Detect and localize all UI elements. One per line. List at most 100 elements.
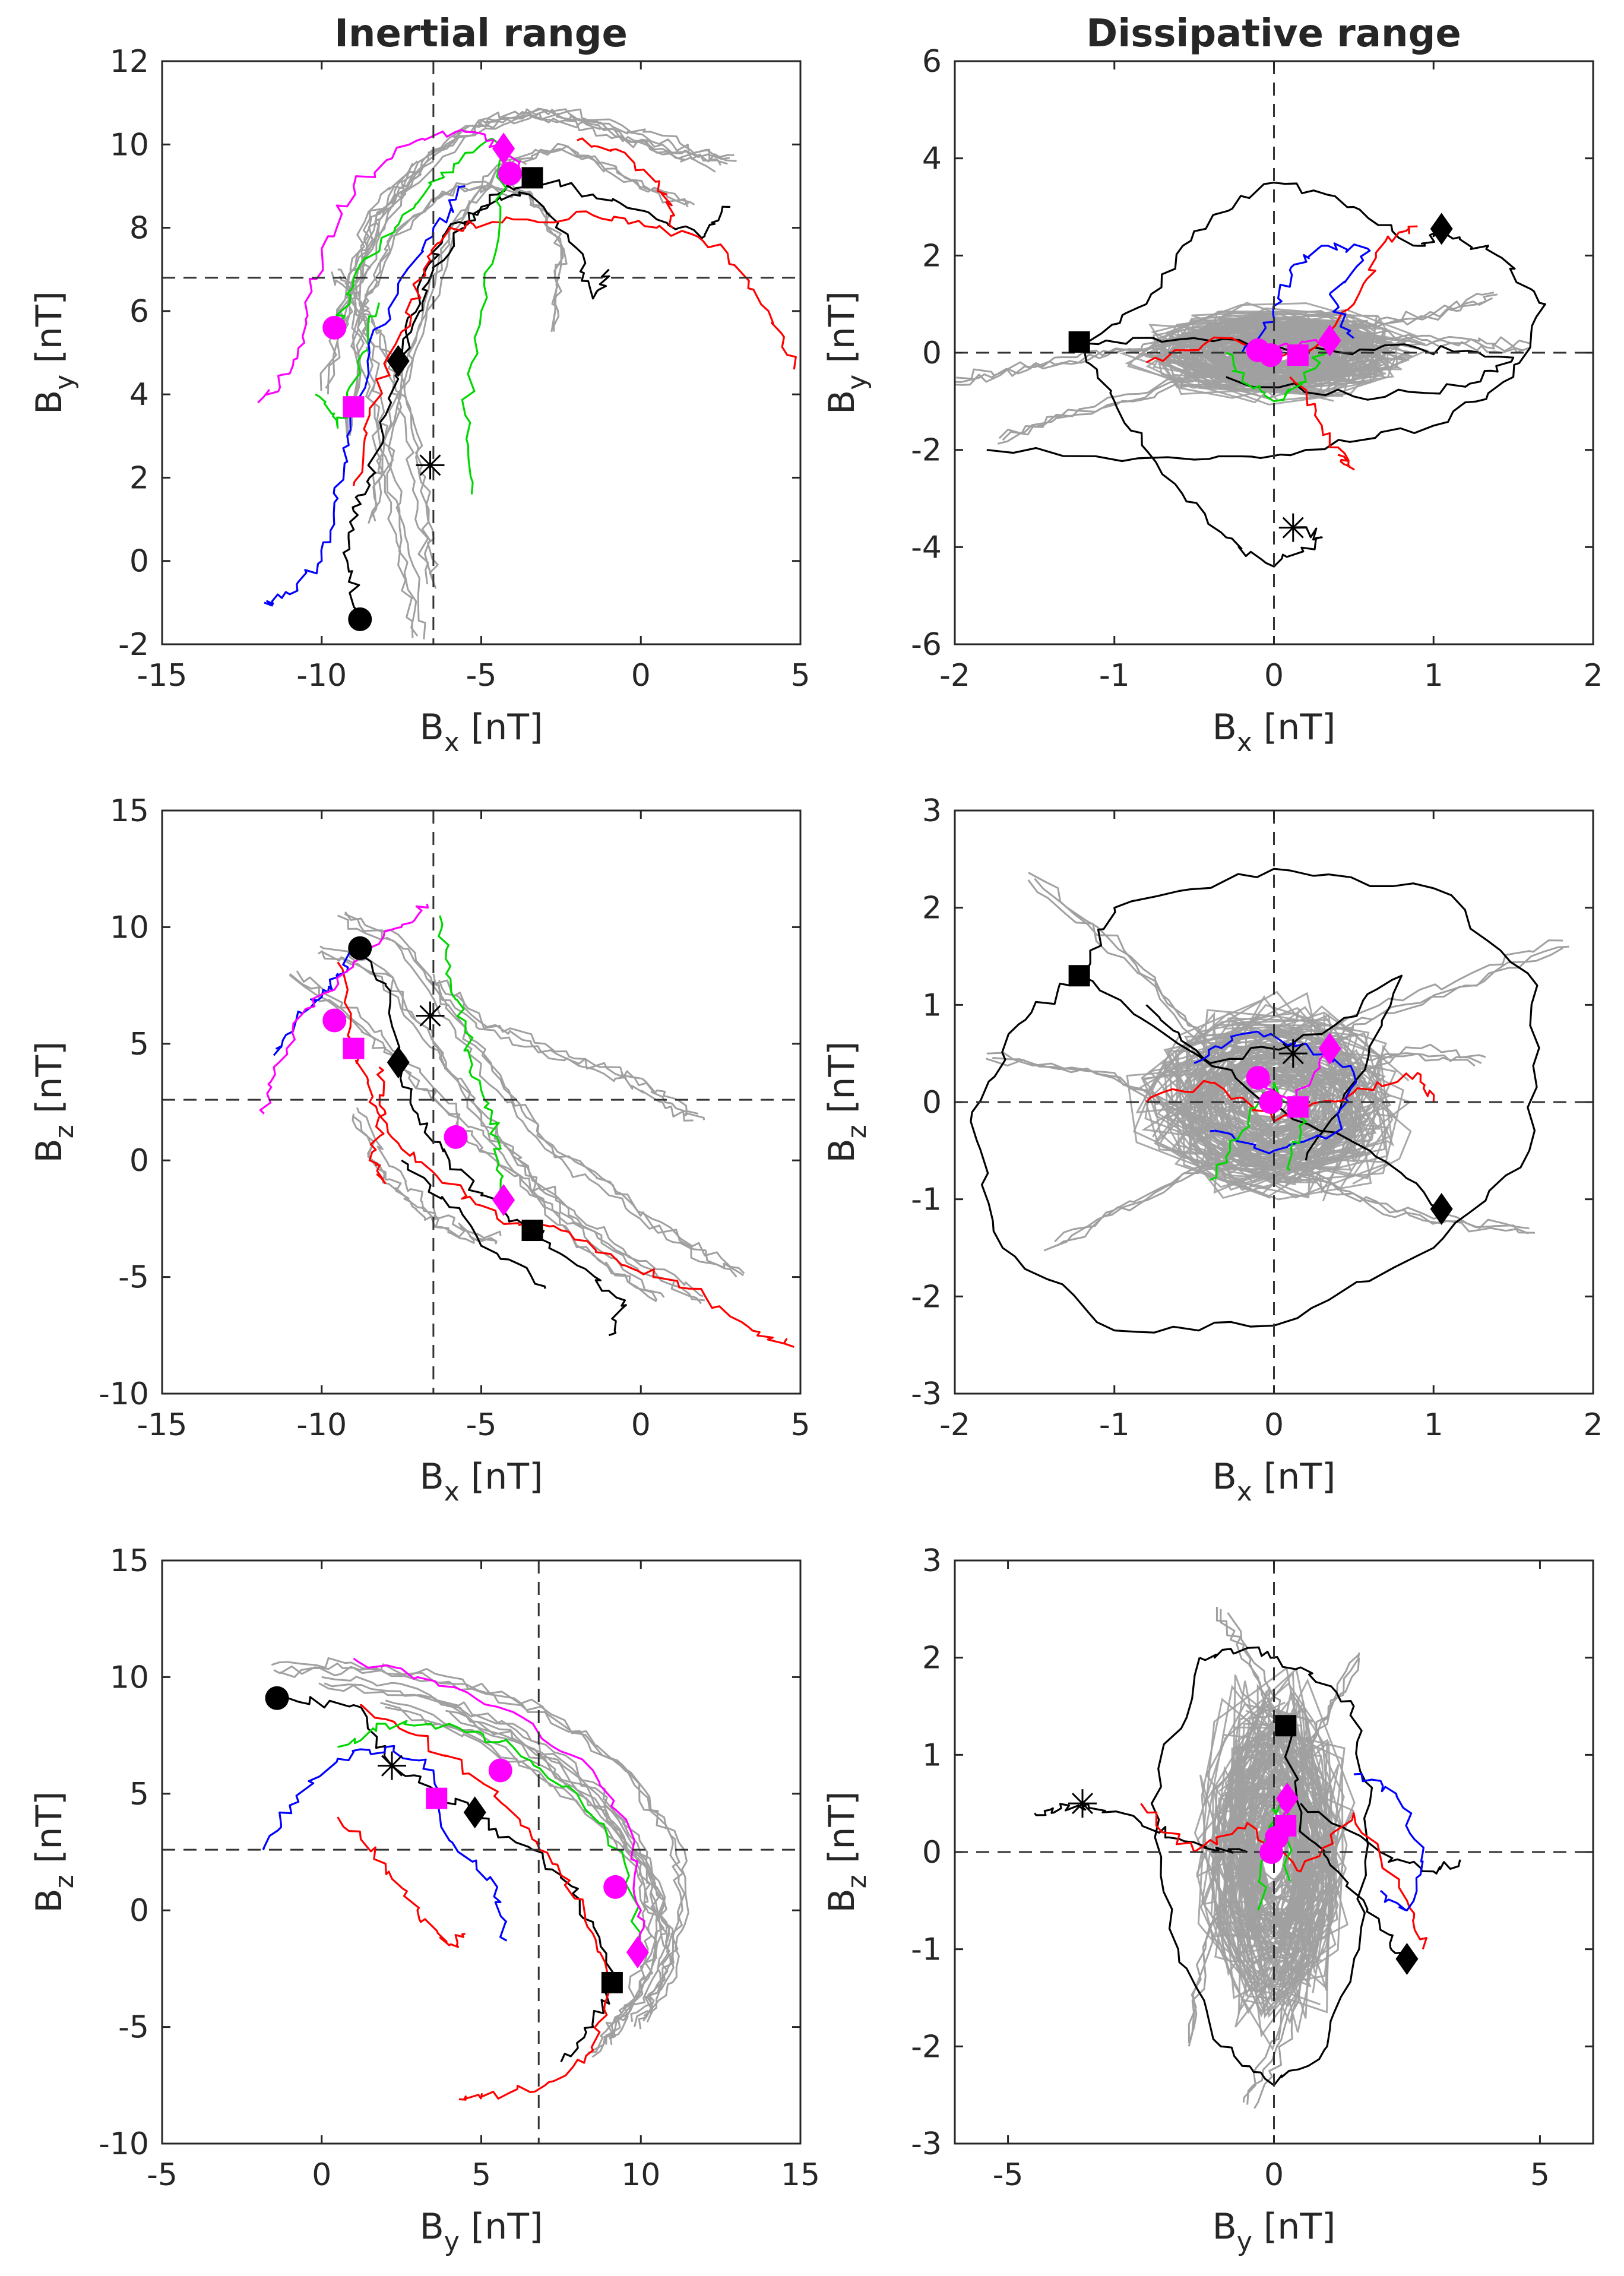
- cloud-trace: [1223, 1758, 1317, 1987]
- marker-diamond-magenta: [492, 1183, 515, 1216]
- y-tick-label: 10: [110, 910, 149, 945]
- y-tick-label: 1: [922, 987, 942, 1023]
- y-tick-label: 0: [129, 544, 149, 580]
- y-axis-label-unit: [nT]: [821, 1791, 863, 1875]
- y-axis-label: Bz [nT]: [821, 1791, 872, 1913]
- x-axis-label-unit: [nT]: [1252, 1456, 1336, 1498]
- y-axis-label: By [nT]: [821, 291, 872, 414]
- y-tick-label: 10: [110, 1660, 149, 1695]
- marker-square-black: [521, 167, 543, 189]
- trajectory-black: [970, 868, 1540, 1334]
- trajectory-blue: [273, 950, 356, 1056]
- trajectory-black: [1284, 1725, 1410, 1960]
- trajectory-blue: [1194, 1030, 1357, 1154]
- marker-square-black: [601, 1971, 623, 1993]
- y-tick-label: 6: [129, 294, 149, 330]
- cloud-trace: [1142, 1004, 1392, 1186]
- marker-star-black: [416, 451, 445, 480]
- marker-circle-magenta: [1264, 1825, 1289, 1850]
- trajectory-green: [337, 1720, 642, 1953]
- x-tick-label: 5: [471, 2157, 491, 2193]
- x-tick-label: 5: [790, 658, 810, 694]
- x-axis-label-unit: [nT]: [460, 2206, 543, 2247]
- x-axis-label: By [nT]: [420, 2206, 543, 2257]
- trajectory-black: [1081, 343, 1323, 568]
- trajectory-blue: [1353, 1772, 1424, 1911]
- marker-square-magenta: [343, 396, 365, 418]
- x-tick-label: -1: [1099, 658, 1130, 694]
- x-tick-label: 0: [312, 2157, 331, 2193]
- trajectory-red: [337, 961, 794, 1348]
- y-axis-label: Bz [nT]: [821, 1042, 872, 1163]
- y-tick-label: -4: [911, 530, 942, 565]
- x-axis-label: By [nT]: [1213, 2206, 1336, 2257]
- trajectory-red: [368, 1066, 387, 1185]
- marker-diamond-black: [1395, 1943, 1419, 1976]
- x-tick-label: 0: [1264, 2157, 1284, 2193]
- trajectory-red: [337, 1816, 466, 1948]
- x-axis-label-main: B: [420, 707, 444, 748]
- marker-diamond-black: [387, 345, 410, 378]
- y-tick-label: 0: [922, 1835, 942, 1870]
- trajectory-gray: [428, 980, 694, 1122]
- marker-diamond-magenta: [1318, 324, 1341, 357]
- x-tick-label: -2: [939, 658, 970, 694]
- cloud-trace: [1245, 1779, 1309, 1946]
- marker-square-black: [1068, 965, 1090, 987]
- trajectory-black: [1082, 337, 1515, 401]
- trajectory-gray: [337, 268, 435, 583]
- y-tick-label: 5: [129, 1027, 149, 1062]
- y-axis-label-main: B: [821, 1138, 863, 1163]
- y-axis-label-sub: y: [842, 375, 872, 390]
- marker-star-black: [1068, 1789, 1097, 1818]
- trajectory-gray: [368, 148, 689, 524]
- x-tick-label: 0: [631, 658, 651, 694]
- trajectory-black: [1145, 974, 1403, 1161]
- x-axis-label-sub: y: [444, 2227, 460, 2257]
- marker-star-black: [1278, 513, 1308, 542]
- trajectory-black: [401, 1159, 546, 1289]
- marker-star-stroke: [1282, 1043, 1304, 1065]
- trajectory-magenta: [257, 129, 521, 404]
- y-axis-label-main: B: [821, 1888, 863, 1913]
- x-axis-label-sub: y: [1237, 2227, 1252, 2257]
- x-tick-label: 2: [1583, 1407, 1603, 1443]
- x-axis-label: Bx [nT]: [1213, 1456, 1336, 1507]
- trajectory-gray: [448, 1711, 675, 2023]
- y-tick-label: 0: [129, 1893, 149, 1929]
- y-axis-label-sub: z: [842, 1875, 872, 1888]
- x-tick-label: 1: [1424, 658, 1443, 694]
- cloud-trace: [1237, 1764, 1309, 1946]
- marker-diamond-black: [387, 1046, 410, 1079]
- trajectory-gray: [324, 1682, 670, 2045]
- y-axis-label: By [nT]: [29, 291, 80, 414]
- trajectory-black: [400, 191, 610, 362]
- trajectory-red: [577, 137, 675, 229]
- marker-circle-magenta: [444, 1125, 468, 1149]
- trajectory-blue: [264, 185, 466, 607]
- trajectory-gray: [1043, 1053, 1476, 1252]
- x-axis-label-unit: [nT]: [1252, 2206, 1336, 2247]
- trajectory-gray: [1188, 1654, 1360, 2044]
- plot-area: [162, 811, 800, 1394]
- y-axis-label-sub: z: [842, 1125, 872, 1138]
- y-axis-label-main: B: [29, 390, 70, 414]
- y-tick-label: 2: [922, 238, 942, 274]
- trajectory-gray: [358, 164, 426, 640]
- trajectory-red: [360, 1704, 611, 2101]
- marker-diamond-magenta: [626, 1936, 649, 1968]
- x-axis-label-main: B: [1213, 2206, 1237, 2247]
- y-tick-label: -2: [118, 627, 149, 663]
- marker-star-stroke: [381, 1755, 403, 1777]
- y-tick-label: 15: [110, 1543, 149, 1579]
- x-axis-label-unit: [nT]: [460, 1456, 543, 1498]
- trajectory-magenta: [259, 903, 429, 1115]
- y-axis-label: Bz [nT]: [29, 1042, 80, 1163]
- y-tick-label: -5: [118, 1260, 149, 1296]
- y-tick-label: 15: [110, 793, 149, 829]
- x-axis-label: Bx [nT]: [1213, 707, 1336, 758]
- marker-square-magenta: [1287, 1096, 1309, 1118]
- x-tick-label: -1: [1099, 1407, 1130, 1443]
